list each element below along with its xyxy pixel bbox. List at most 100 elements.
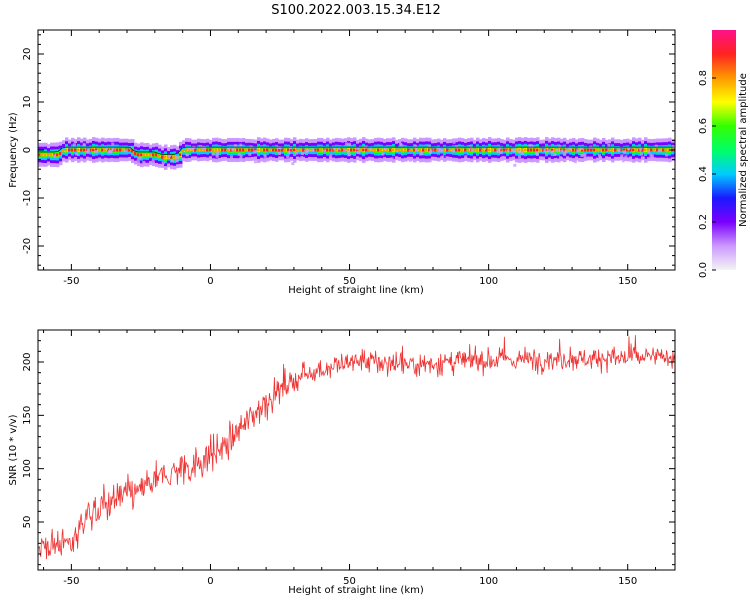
spectral-speckle	[596, 140, 600, 144]
spectral-peak	[248, 148, 251, 152]
spectral-speckle	[429, 149, 433, 153]
spectral-peak	[56, 153, 59, 157]
spectral-peak	[185, 148, 188, 152]
spectral-peak	[107, 148, 110, 152]
spectral-peak	[260, 148, 263, 152]
spectral-peak	[539, 148, 542, 152]
spectral-peak	[140, 153, 143, 157]
spectral-speckle	[414, 144, 418, 148]
x-tick-label: 100	[479, 576, 498, 587]
spectral-speckle	[598, 154, 602, 158]
spectral-speckle	[348, 142, 352, 146]
spectral-peak	[467, 148, 470, 152]
spectral-speckle	[436, 147, 440, 151]
spectral-peak	[215, 148, 218, 152]
spectral-peak	[230, 148, 233, 152]
spectral-peak	[347, 148, 350, 152]
spectral-speckle	[253, 150, 257, 154]
spectral-speckle	[511, 149, 515, 153]
spectrogram-panel: -50 0 50 100 150 -20 -10 0 10 20 Height of strai…	[8, 29, 676, 296]
spectral-speckle	[175, 159, 179, 163]
spectral-peak	[365, 148, 368, 152]
spectral-speckle	[573, 160, 577, 164]
spectral-peak	[95, 148, 98, 152]
spectral-peak	[209, 148, 212, 152]
spectral-peak	[455, 148, 458, 152]
spectral-speckle	[221, 140, 225, 144]
spectral-peak	[314, 148, 317, 152]
spectral-speckle	[647, 150, 651, 154]
spectral-peak	[266, 148, 269, 152]
spectral-speckle	[104, 146, 108, 150]
spectral-speckle	[123, 149, 127, 153]
spectral-peak	[341, 148, 344, 152]
spectral-peak	[461, 148, 464, 152]
spectral-speckle	[142, 160, 146, 164]
snr-marks	[38, 335, 675, 560]
spectral-peak	[662, 148, 665, 152]
spectral-speckle	[111, 142, 115, 146]
spectral-peak	[251, 148, 254, 152]
y-tick-label: 10	[22, 96, 33, 109]
spectral-peak	[236, 148, 239, 152]
spectral-peak	[38, 153, 41, 157]
spectral-speckle	[441, 155, 445, 159]
x-tick-label: 50	[343, 276, 356, 287]
spectral-peak	[623, 148, 626, 152]
spectral-speckle	[482, 146, 486, 150]
spectral-speckle	[428, 150, 432, 154]
spectral-speckle	[535, 152, 539, 156]
spectral-peak	[542, 148, 545, 152]
spectral-speckle	[629, 158, 633, 162]
spectral-peak	[302, 148, 305, 152]
spectral-peak	[410, 148, 413, 152]
spectral-speckle	[229, 155, 233, 159]
spectral-speckle	[399, 143, 403, 147]
spectral-peak	[521, 148, 524, 152]
spectral-speckle	[665, 153, 669, 157]
colorbar-tick-label: 0.2	[698, 214, 709, 230]
spectrogram-y-ticks: -20 -10 0 10 20	[22, 34, 675, 266]
x-tick-label: 50	[343, 576, 356, 587]
spectral-peak	[446, 148, 449, 152]
x-tick-label: -50	[63, 576, 79, 587]
spectral-peak	[392, 148, 395, 152]
spectral-peak	[137, 153, 140, 157]
spectral-peak	[47, 153, 50, 157]
spectral-speckle	[638, 147, 642, 151]
spectral-peak	[458, 148, 461, 152]
spectral-speckle	[580, 154, 584, 158]
snr-y-ticks: 50 100 150 200	[22, 329, 675, 566]
spectral-speckle	[381, 152, 385, 156]
spectral-speckle	[518, 156, 522, 160]
spectral-speckle	[216, 151, 220, 155]
spectral-peak	[473, 148, 476, 152]
spectral-peak	[362, 148, 365, 152]
spectral-speckle	[470, 148, 474, 152]
spectrogram-x-ticks: -50 0 50 100 150	[43, 30, 657, 287]
spectral-speckle	[344, 142, 348, 146]
spectral-speckle	[343, 148, 347, 152]
spectral-speckle	[227, 146, 231, 150]
spectral-speckle	[329, 153, 333, 157]
colorbar-tick-label: 0.8	[698, 70, 709, 86]
spectral-speckle	[239, 143, 243, 147]
spectral-speckle	[550, 150, 554, 154]
spectral-peak	[443, 148, 446, 152]
spectral-peak	[614, 148, 617, 152]
spectral-peak	[92, 148, 95, 152]
spectral-speckle	[440, 149, 444, 153]
spectral-peak	[335, 148, 338, 152]
spectral-peak	[485, 148, 488, 152]
spectral-peak	[329, 148, 332, 152]
spectral-speckle	[72, 143, 76, 147]
spectral-peak	[80, 148, 83, 152]
spectral-speckle	[231, 147, 235, 151]
spectral-speckle	[94, 150, 98, 154]
spectral-peak	[131, 149, 134, 153]
y-tick-label: 0	[22, 147, 33, 153]
spectral-speckle	[288, 146, 292, 150]
spectral-speckle	[211, 152, 215, 156]
spectral-peak	[194, 148, 197, 152]
